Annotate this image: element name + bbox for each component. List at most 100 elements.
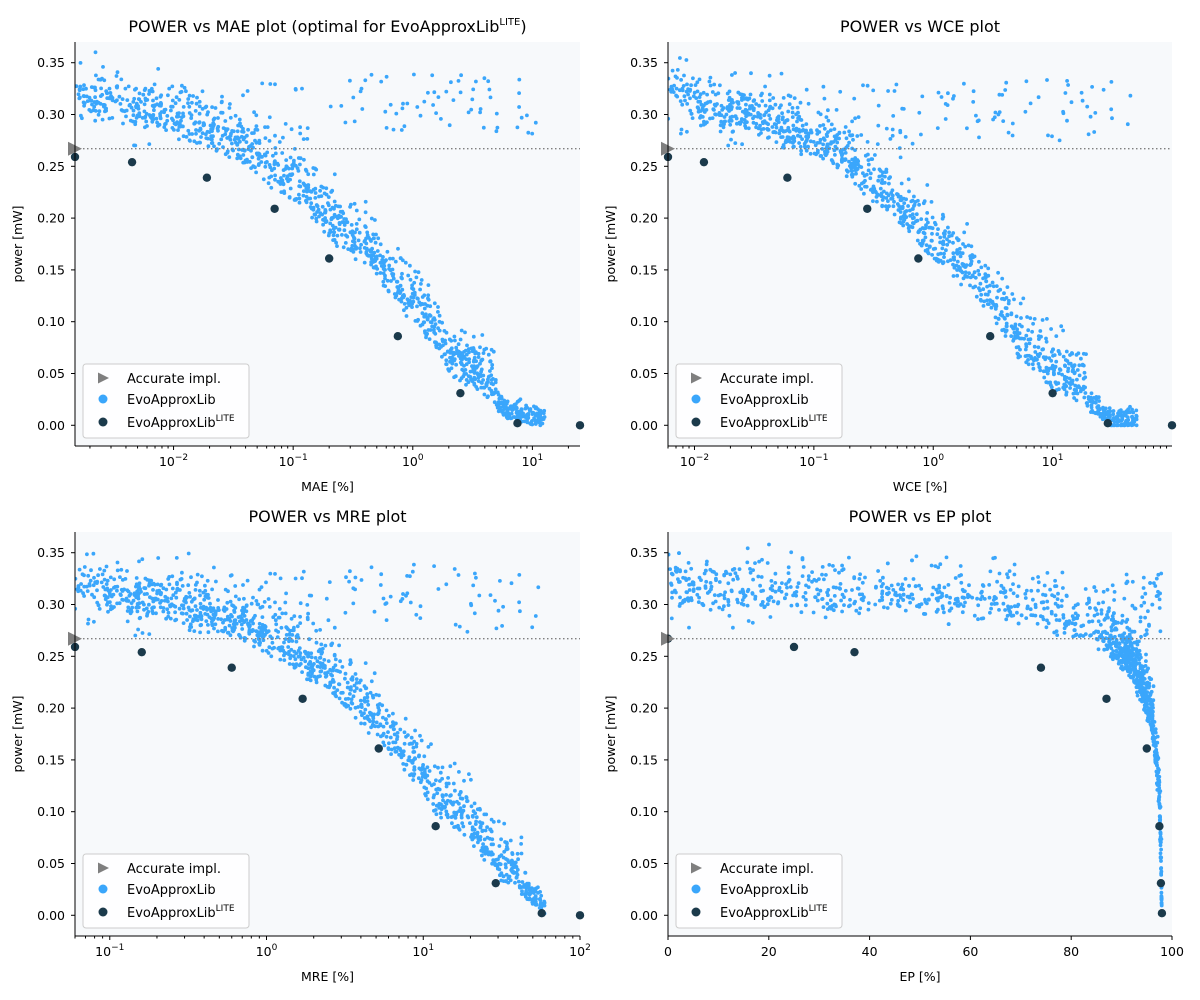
evoapproxlib-point	[108, 575, 113, 580]
evoapproxlib-point	[961, 604, 966, 608]
evoapproxlib-point	[405, 297, 410, 302]
evoapproxlib-point	[446, 776, 450, 780]
evoapproxlib-point	[298, 601, 303, 606]
evoapproxlib-point	[981, 276, 985, 281]
evoapproxlib-point	[378, 253, 382, 258]
evoapproxlib-point	[751, 120, 756, 125]
evoapproxlib-point	[388, 594, 393, 599]
y-tick-label: 0.05	[37, 856, 65, 871]
evoapproxlib-point	[523, 406, 528, 411]
x-tick-label: 102	[569, 943, 591, 959]
evoapproxlib-point	[1129, 421, 1134, 425]
evoapproxlib-point	[1101, 405, 1105, 410]
evoapproxlib-point	[986, 273, 991, 278]
evoapproxlib-point	[475, 830, 480, 835]
evoapproxlib-point	[685, 82, 689, 87]
evoapproxlib-point	[477, 593, 482, 598]
evoapproxlib-point	[395, 737, 399, 741]
evoapproxlib-point	[232, 618, 237, 623]
evoapproxlib-point	[444, 784, 449, 789]
evoapproxlib-point	[404, 314, 409, 318]
evoapproxlib-point	[387, 263, 392, 268]
evoapproxlib-point	[351, 601, 356, 606]
evoapproxlib-point	[244, 604, 249, 608]
evoapproxlib-point	[328, 104, 333, 109]
evoapproxlib-point	[363, 199, 368, 204]
evoapproxlib-point	[115, 84, 120, 89]
evoapproxlib-point	[1110, 583, 1115, 588]
evoapproxlib-point	[695, 80, 700, 85]
evoapproxlib-point	[1003, 595, 1008, 599]
evoapproxlib-point	[917, 110, 922, 115]
evoapproxlib-point	[460, 821, 465, 825]
evoapproxlib-point	[481, 842, 485, 846]
evoapproxlib-point	[439, 117, 443, 121]
evoapproxlib-point	[422, 306, 427, 311]
evoapproxlib-point	[352, 683, 357, 688]
evoapproxlib-point	[1019, 316, 1023, 320]
evoapproxlib-point	[102, 103, 107, 107]
evoapproxlib-point	[1052, 372, 1056, 376]
evoapproxlib-point	[271, 153, 275, 158]
evoapproxlib-point	[268, 634, 273, 639]
evoapproxlib-point	[92, 619, 96, 624]
evoapproxlib-point	[154, 96, 159, 101]
evoapproxlib-point	[119, 77, 124, 82]
evoapproxlib-point	[158, 94, 163, 99]
evoapproxlib-point	[1080, 362, 1085, 367]
evoapproxlib-point	[439, 815, 443, 820]
evoapproxlib-point	[1137, 639, 1141, 644]
evoapproxlib-point	[680, 102, 685, 107]
evoapproxlib-point	[850, 174, 855, 179]
evoapproxlib-point	[278, 576, 283, 581]
evoapproxlib-point	[410, 569, 415, 574]
evoapproxlib-point	[213, 106, 218, 110]
evoapproxlib-point	[373, 218, 377, 222]
evoapproxlib-point	[1085, 613, 1090, 617]
evoapproxlib-point	[760, 91, 764, 96]
evoapproxlib-point	[408, 574, 412, 579]
evoapproxlib-point	[462, 778, 466, 783]
evoapproxlib-point	[1024, 616, 1029, 620]
evoapproxlib-point	[785, 135, 790, 140]
evoapproxlib-point	[1092, 396, 1096, 400]
evoapproxlib-point	[272, 645, 276, 650]
evoapproxlib-point	[458, 337, 463, 342]
evoapproxlib-point	[944, 248, 948, 253]
evoapproxlib-point	[109, 588, 113, 592]
lite-point	[137, 647, 146, 657]
evoapproxlib-point	[256, 163, 261, 168]
evoapproxlib-point	[243, 158, 248, 163]
evoapproxlib-point	[319, 651, 324, 656]
evoapproxlib-point	[1031, 366, 1036, 371]
evoapproxlib-point	[198, 613, 203, 617]
evoapproxlib-point	[457, 827, 462, 832]
evoapproxlib-point	[381, 715, 385, 720]
evoapproxlib-point	[508, 838, 513, 843]
evoapproxlib-point	[326, 670, 330, 675]
evoapproxlib-point	[840, 592, 845, 597]
evoapproxlib-point	[983, 263, 988, 268]
evoapproxlib-point	[456, 342, 461, 347]
evoapproxlib-point	[106, 609, 110, 614]
evoapproxlib-point	[937, 586, 941, 590]
evoapproxlib-point	[537, 420, 542, 424]
evoapproxlib-point	[866, 607, 871, 612]
evoapproxlib-point	[772, 122, 777, 126]
evoapproxlib-point	[156, 124, 160, 128]
evoapproxlib-point	[478, 361, 482, 366]
evoapproxlib-point	[308, 661, 313, 665]
evoapproxlib-point	[159, 591, 164, 595]
evoapproxlib-point	[1006, 575, 1010, 580]
evoapproxlib-point	[252, 110, 256, 115]
evoapproxlib-point	[386, 288, 391, 293]
evoapproxlib-point	[180, 83, 184, 88]
evoapproxlib-point	[147, 142, 152, 147]
evoapproxlib-point	[1125, 580, 1130, 584]
evoapproxlib-point	[1125, 415, 1130, 420]
evoapproxlib-point	[457, 770, 461, 774]
evoapproxlib-point	[515, 399, 520, 404]
evoapproxlib-point	[280, 178, 285, 183]
evoapproxlib-point	[254, 599, 259, 603]
evoapproxlib-point	[698, 92, 703, 97]
